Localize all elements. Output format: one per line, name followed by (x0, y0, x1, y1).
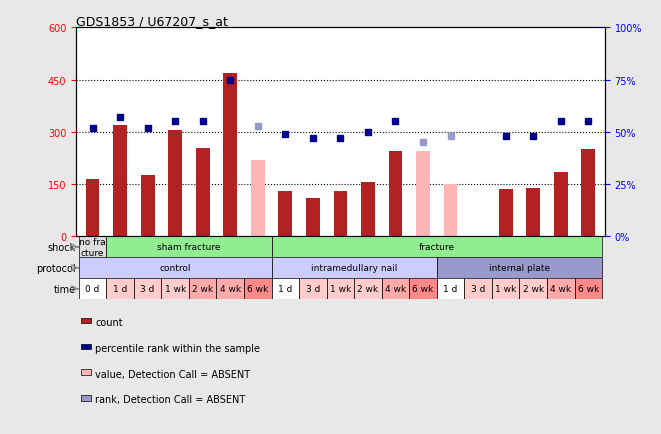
Bar (444, 185, 457, 237)
Text: 3 d: 3 d (140, 285, 155, 293)
Bar (306, 199, 320, 237)
Bar (437, 258, 602, 279)
Bar (464, 279, 492, 299)
Text: 1 d: 1 d (444, 285, 458, 293)
Bar (272, 279, 299, 299)
Bar (574, 279, 602, 299)
Bar (106, 279, 134, 299)
Bar (520, 279, 547, 299)
Bar (196, 148, 210, 237)
Bar (272, 237, 602, 258)
Text: 1 wk: 1 wk (330, 285, 351, 293)
Bar (327, 279, 354, 299)
Text: 2 wk: 2 wk (358, 285, 379, 293)
Text: percentile rank within the sample: percentile rank within the sample (95, 343, 260, 353)
Bar (141, 176, 155, 237)
Bar (81, 344, 91, 349)
Bar (106, 237, 272, 258)
Text: 4 wk: 4 wk (550, 285, 571, 293)
Text: 6 wk: 6 wk (412, 285, 434, 293)
Text: 3 d: 3 d (305, 285, 320, 293)
Bar (223, 73, 237, 237)
Text: control: control (159, 264, 191, 273)
Bar (492, 279, 520, 299)
Text: value, Detection Call = ABSENT: value, Detection Call = ABSENT (95, 369, 250, 379)
Text: 4 wk: 4 wk (219, 285, 241, 293)
Text: 1 d: 1 d (278, 285, 293, 293)
Text: intramedullary nail: intramedullary nail (311, 264, 397, 273)
Text: time: time (54, 284, 75, 294)
Bar (389, 151, 403, 237)
Text: 3 d: 3 d (471, 285, 485, 293)
Text: no fra
cture: no fra cture (79, 238, 106, 257)
Bar (81, 395, 91, 401)
Text: GDS1853 / U67207_s_at: GDS1853 / U67207_s_at (76, 15, 228, 28)
Bar (278, 192, 292, 237)
Bar (409, 279, 437, 299)
Bar (113, 125, 127, 237)
Text: 2 wk: 2 wk (523, 285, 544, 293)
Text: 0 d: 0 d (85, 285, 100, 293)
Bar (499, 190, 512, 237)
Bar (81, 369, 91, 375)
Bar (526, 188, 540, 237)
Bar (272, 258, 437, 279)
Text: 6 wk: 6 wk (247, 285, 268, 293)
Bar (354, 279, 382, 299)
Text: 4 wk: 4 wk (385, 285, 406, 293)
Bar (86, 180, 99, 237)
Bar (361, 183, 375, 237)
Text: internal plate: internal plate (489, 264, 550, 273)
Bar (134, 279, 161, 299)
Bar (79, 258, 272, 279)
Bar (547, 279, 574, 299)
Text: rank, Detection Call = ABSENT: rank, Detection Call = ABSENT (95, 395, 245, 404)
Text: protocol: protocol (36, 263, 75, 273)
Bar (217, 279, 244, 299)
Bar (169, 131, 182, 237)
Bar (382, 279, 409, 299)
Bar (334, 192, 347, 237)
Bar (437, 279, 464, 299)
Bar (251, 160, 264, 237)
Bar (189, 279, 217, 299)
Text: fracture: fracture (419, 243, 455, 252)
Text: shock: shock (47, 242, 75, 252)
Bar (79, 279, 106, 299)
Text: 6 wk: 6 wk (578, 285, 599, 293)
Bar (582, 150, 595, 237)
Bar (81, 318, 91, 324)
Bar (554, 173, 568, 237)
Bar (299, 279, 327, 299)
Text: 1 wk: 1 wk (165, 285, 186, 293)
Text: 2 wk: 2 wk (192, 285, 214, 293)
Text: sham fracture: sham fracture (157, 243, 221, 252)
Text: 1 d: 1 d (113, 285, 128, 293)
Bar (244, 279, 272, 299)
Text: count: count (95, 317, 123, 327)
Bar (416, 151, 430, 237)
Bar (79, 237, 106, 258)
Text: 1 wk: 1 wk (495, 285, 516, 293)
Bar (161, 279, 189, 299)
